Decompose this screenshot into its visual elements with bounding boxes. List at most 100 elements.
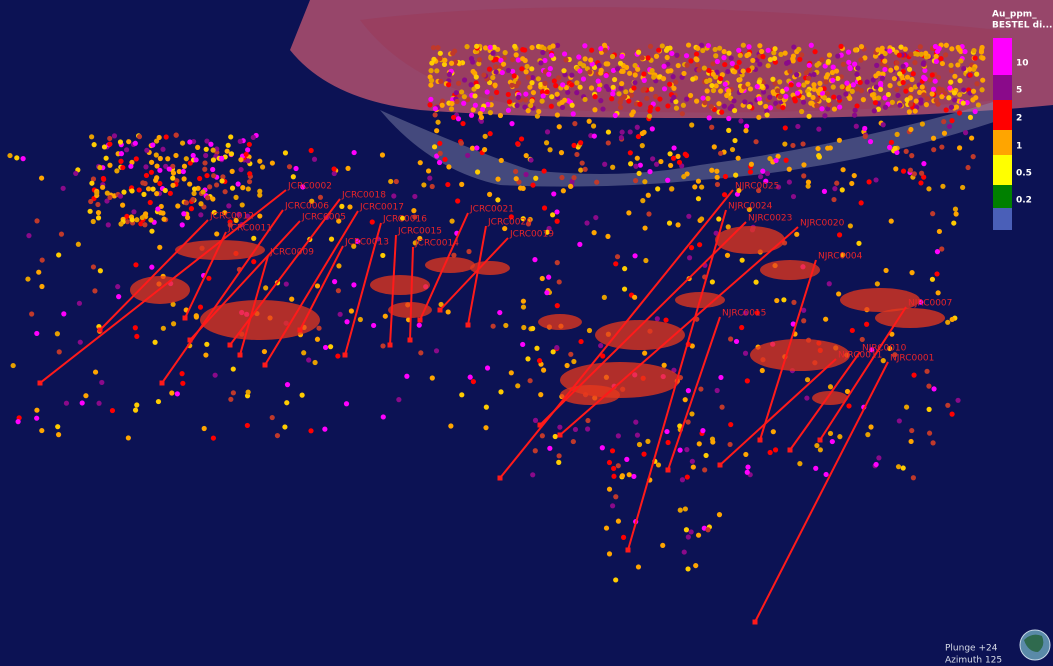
sample <box>211 435 216 440</box>
sample <box>412 194 417 199</box>
sample <box>622 94 627 99</box>
sample <box>245 147 250 152</box>
sample <box>930 211 935 216</box>
sample <box>726 51 731 56</box>
sample <box>459 392 464 397</box>
sample <box>968 72 973 77</box>
sample <box>757 79 762 84</box>
sample <box>438 79 443 84</box>
sample <box>542 205 547 210</box>
sample <box>555 43 560 48</box>
sample <box>533 176 538 181</box>
sample <box>611 466 616 471</box>
sample <box>598 343 603 348</box>
sample <box>134 334 139 339</box>
sample <box>603 48 608 53</box>
sample <box>778 94 783 99</box>
sample <box>245 158 250 163</box>
sample <box>961 87 966 92</box>
sample <box>960 185 965 190</box>
hole-label: NJRC0004 <box>818 252 863 262</box>
sample <box>864 322 869 327</box>
sample <box>92 288 97 293</box>
sample <box>980 56 985 61</box>
sample <box>40 257 45 262</box>
sample <box>934 59 939 64</box>
sample <box>826 98 831 103</box>
sample <box>725 253 730 258</box>
sample <box>202 167 207 172</box>
sample <box>446 164 451 169</box>
sample <box>187 139 192 144</box>
sample <box>865 432 870 437</box>
sample <box>921 92 926 97</box>
sample <box>618 61 623 66</box>
sample <box>647 114 652 119</box>
sample <box>565 90 570 95</box>
viewport[interactable]: JCRC0002JCRC0018JCRC0006JCRC0017JCRC0005… <box>0 0 1053 666</box>
sample <box>841 62 846 67</box>
sample <box>493 64 498 69</box>
sample <box>681 71 686 76</box>
sample <box>791 300 796 305</box>
sample <box>149 160 154 165</box>
orientation-globe[interactable] <box>1020 630 1050 660</box>
sample <box>745 378 750 383</box>
sample <box>202 426 207 431</box>
sample <box>501 62 506 67</box>
sample <box>577 242 582 247</box>
sample <box>507 99 512 104</box>
sample <box>427 176 432 181</box>
sample <box>160 147 165 152</box>
sample <box>80 400 85 405</box>
sample <box>451 253 456 258</box>
sample <box>198 305 203 310</box>
sample <box>257 213 262 218</box>
sample <box>961 100 966 105</box>
sample <box>918 44 923 49</box>
sample <box>949 118 954 123</box>
sample <box>621 535 626 540</box>
sample <box>930 72 935 77</box>
sample <box>847 96 852 101</box>
sample <box>858 80 863 85</box>
sample <box>689 245 694 250</box>
sample <box>671 74 676 79</box>
sample <box>578 85 583 90</box>
sample <box>904 404 909 409</box>
sample <box>164 134 169 139</box>
hole-end <box>98 328 103 333</box>
sample <box>799 109 804 114</box>
sample <box>700 428 705 433</box>
sample <box>896 464 901 469</box>
sample <box>495 197 500 202</box>
sample <box>812 49 817 54</box>
sample <box>593 215 598 220</box>
sample <box>438 51 443 56</box>
sample <box>561 68 566 73</box>
sample <box>698 386 703 391</box>
sample <box>582 97 587 102</box>
sample <box>770 77 775 82</box>
sample <box>671 156 676 161</box>
sample <box>818 447 823 452</box>
sample <box>688 58 693 63</box>
sample <box>886 92 891 97</box>
legend-label: 10 <box>1016 59 1029 69</box>
grade-shell <box>560 385 620 405</box>
sample <box>853 47 858 52</box>
sample <box>497 310 502 315</box>
sample <box>191 191 196 196</box>
sample <box>238 139 243 144</box>
sample <box>745 82 750 87</box>
sample <box>560 105 565 110</box>
hole-end <box>666 468 671 473</box>
sample <box>571 143 576 148</box>
sample <box>442 58 447 63</box>
sample <box>593 94 598 99</box>
sample <box>669 186 674 191</box>
sample <box>823 317 828 322</box>
sample <box>683 506 688 511</box>
sample <box>939 246 944 251</box>
sample <box>610 91 615 96</box>
